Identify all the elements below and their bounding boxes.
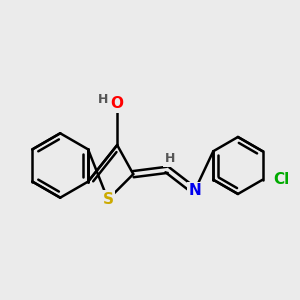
Text: H: H xyxy=(98,93,109,106)
Text: H: H xyxy=(165,152,175,165)
Text: O: O xyxy=(111,96,124,111)
Text: Cl: Cl xyxy=(274,172,290,187)
Text: N: N xyxy=(188,183,201,198)
Text: S: S xyxy=(102,192,113,207)
